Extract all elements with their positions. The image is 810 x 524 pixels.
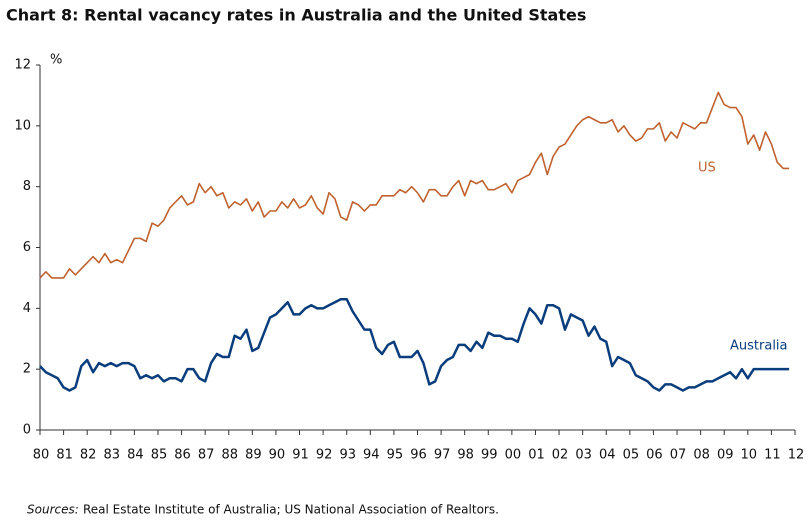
x-tick-label: 99 (481, 448, 498, 463)
x-tick-label: 09 (717, 448, 734, 463)
x-tick-label: 88 (221, 448, 238, 463)
y-tick-label: 4 (23, 301, 31, 316)
chart-title: Chart 8: Rental vacancy rates in Austral… (6, 6, 586, 25)
x-tick-label: 07 (670, 448, 687, 463)
x-tick-label: 81 (56, 448, 73, 463)
x-tick-label: 80 (33, 448, 50, 463)
y-tick-label: 2 (23, 362, 31, 377)
source-text: Real Estate Institute of Australia; US N… (83, 503, 499, 517)
x-tick-label: 93 (339, 448, 356, 463)
x-tick-label: 83 (104, 448, 121, 463)
x-tick-label: 10 (741, 448, 758, 463)
x-tick-label: 03 (575, 448, 592, 463)
x-tick-label: 12 (788, 448, 805, 463)
x-tick-label: 02 (552, 448, 569, 463)
series-line (39, 91, 790, 279)
x-tick-label: 95 (387, 448, 404, 463)
x-tick-label: 85 (151, 448, 168, 463)
x-tick-label: 87 (198, 448, 215, 463)
source-label: Sources: (27, 503, 79, 517)
y-tick-label: 6 (23, 240, 31, 255)
x-tick-label: 11 (764, 448, 781, 463)
y-tick-label: 12 (14, 58, 31, 73)
x-tick-label: 97 (434, 448, 451, 463)
x-tick-label: 01 (528, 448, 545, 463)
y-tick-label: 10 (14, 118, 31, 133)
x-tick-label: 90 (269, 448, 286, 463)
series-label: US (698, 161, 716, 176)
series-line (39, 297, 790, 392)
x-tick-label: 84 (127, 448, 144, 463)
x-tick-label: 82 (80, 448, 97, 463)
x-tick-label: 00 (505, 448, 522, 463)
x-tick-label: 92 (316, 448, 333, 463)
x-tick-label: 06 (646, 448, 663, 463)
x-tick-label: 05 (623, 448, 640, 463)
x-tick-label: 98 (457, 448, 474, 463)
series-label: Australia (730, 339, 788, 354)
x-tick-label: 94 (363, 448, 380, 463)
y-unit-label: % (50, 53, 62, 68)
x-tick-label: 04 (599, 448, 616, 463)
x-tick-label: 91 (292, 448, 309, 463)
x-tick-label: 86 (174, 448, 191, 463)
y-tick-label: 0 (23, 423, 31, 438)
x-tick-label: 96 (410, 448, 427, 463)
y-tick-label: 8 (23, 179, 31, 194)
x-tick-label: 89 (245, 448, 262, 463)
x-tick-label: 08 (693, 448, 710, 463)
